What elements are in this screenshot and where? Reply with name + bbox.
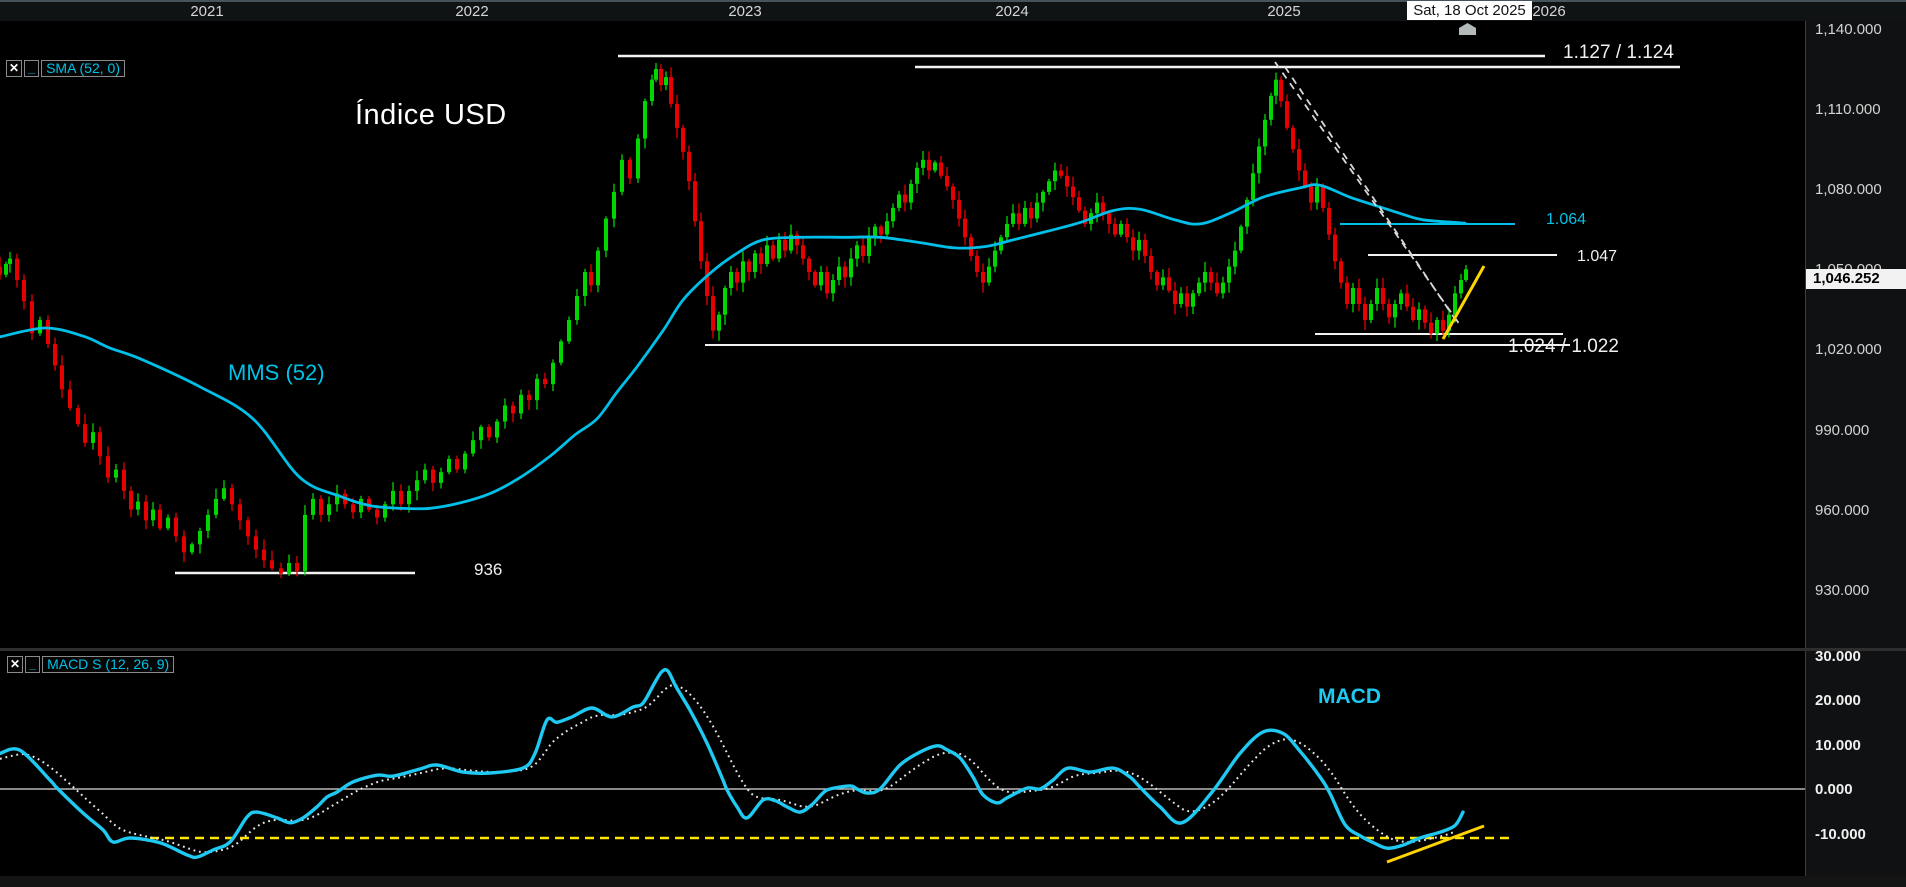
macd-indicator-label[interactable]: MACD S (12, 26, 9) [42, 656, 175, 673]
level-label-0: 1.127 / 1.124 [1563, 42, 1674, 63]
bottom-strip [0, 876, 1906, 887]
level-label-4: 936 [474, 560, 503, 579]
date-tooltip: Sat, 18 Oct 2025 [1407, 1, 1532, 20]
macd-indicator-legend: ✕ _ MACD S (12, 26, 9) [7, 656, 175, 673]
macd-tick-20: 20.000 [1815, 692, 1861, 709]
year-label-2025: 2025 [1267, 3, 1301, 20]
trendline-falling_dashed_1[interactable] [1274, 61, 1461, 326]
macd-tick-30: 30.000 [1815, 647, 1861, 665]
close-icon[interactable]: ✕ [6, 60, 23, 77]
macd-tick-0: 0.000 [1815, 781, 1853, 798]
price-tick-960: 960.000 [1815, 501, 1870, 519]
macd-tick-10: 10.000 [1815, 736, 1861, 754]
level-label-2: 1.047 [1577, 248, 1618, 265]
candles-group [0, 63, 1468, 578]
level-lines-group[interactable] [175, 54, 1680, 575]
price-tick-1020: 1,020.000 [1815, 341, 1882, 359]
minimize-icon[interactable]: _ [24, 60, 40, 77]
trendline-rising_yellow[interactable] [1441, 265, 1486, 340]
price-tick-930: 930.000 [1815, 581, 1870, 599]
year-label-2023: 2023 [728, 3, 762, 20]
date-marker-icon[interactable] [1459, 23, 1476, 35]
macd-signal-line [0, 684, 1457, 854]
sma-line[interactable] [0, 183, 1467, 511]
sma-indicator-legend: ✕ _ SMA (52, 0) [6, 60, 125, 77]
minimize-icon[interactable]: _ [25, 656, 41, 673]
panel-divider[interactable] [0, 648, 1906, 651]
year-label-2026: 2026 [1532, 3, 1566, 20]
price-tick-1110: 1,110.000 [1815, 101, 1881, 119]
macd-tick--10: -10.000 [1815, 825, 1866, 843]
level-label-3: 1.024 / 1.022 [1508, 336, 1619, 357]
time-axis[interactable]: 2021 2022 2023 2024 2025 2026 [0, 0, 1906, 21]
close-icon[interactable]: ✕ [7, 656, 24, 673]
sma-indicator-label[interactable]: SMA (52, 0) [41, 60, 125, 77]
sma-annotation: MMS (52) [228, 360, 325, 385]
year-label-2022: 2022 [455, 3, 489, 20]
year-label-2024: 2024 [995, 3, 1029, 20]
price-tick-1140: 1,140.000 [1815, 21, 1882, 38]
macd-yellow-trendline[interactable] [1386, 824, 1485, 864]
trendlines-group[interactable] [1274, 61, 1486, 340]
macd-line[interactable] [0, 667, 1465, 860]
year-label-2021: 2021 [190, 3, 224, 20]
last-price-badge: 1,046.252 [1806, 269, 1906, 290]
macd-annotation: MACD [1318, 685, 1381, 708]
price-axis[interactable]: 1,140.0001,110.0001,080.0001,050.0001,02… [1805, 21, 1906, 876]
level-label-1: 1.064 [1546, 211, 1587, 228]
price-tick-1080: 1,080.000 [1815, 181, 1882, 199]
price-tick-990: 990.000 [1815, 421, 1870, 439]
chart-title: Índice USD [355, 99, 507, 131]
